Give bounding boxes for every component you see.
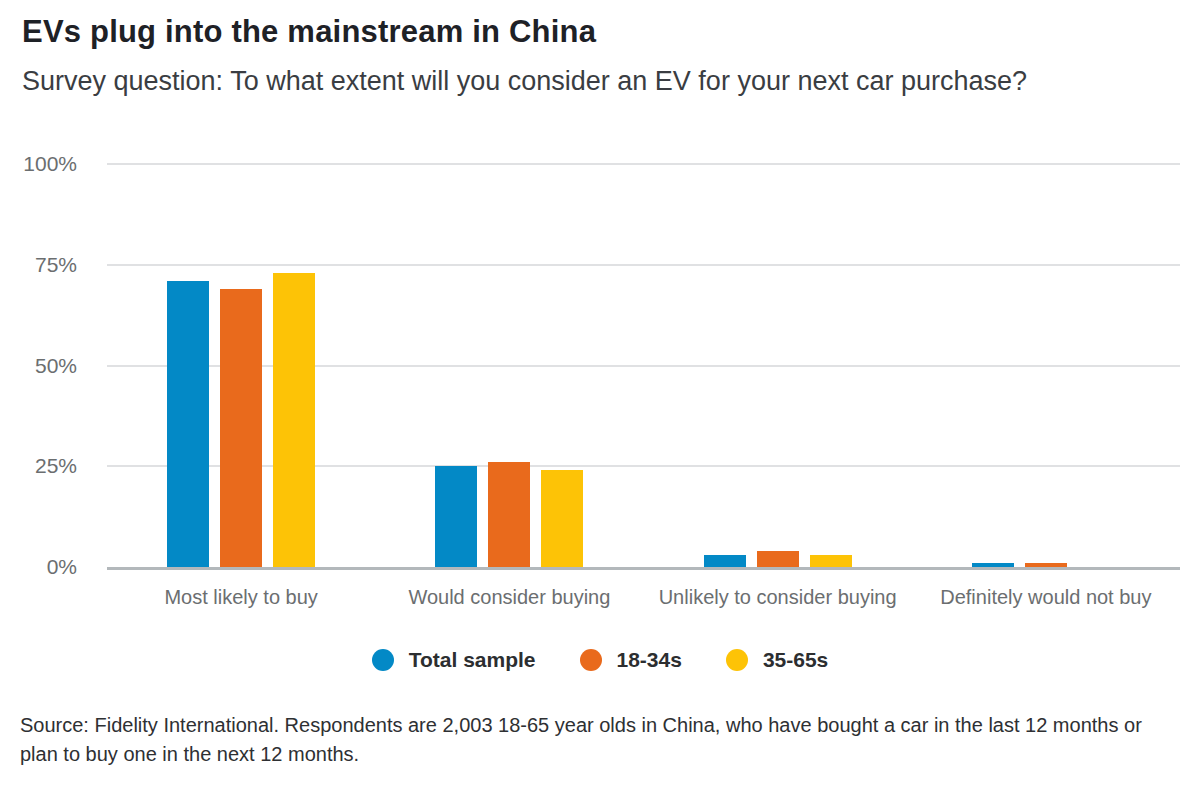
- bar-total-sample-unlikely-to-consider-buying: [704, 555, 746, 567]
- plot-area: [107, 164, 1180, 567]
- category-label-definitely-would-not-buy: Definitely would not buy: [912, 586, 1180, 609]
- bar-total-sample-would-consider-buying: [435, 466, 477, 567]
- bar-group-would-consider-buying: [375, 164, 643, 567]
- legend-item-35-65s: 35-65s: [726, 648, 828, 672]
- bar-18-34s-most-likely-to-buy: [220, 289, 262, 567]
- bar-35-65s-unlikely-to-consider-buying: [810, 555, 852, 567]
- bar-18-34s-unlikely-to-consider-buying: [757, 551, 799, 567]
- bar-18-34s-definitely-would-not-buy: [1025, 563, 1067, 567]
- bar-35-65s-would-consider-buying: [541, 470, 583, 567]
- y-tick-label-50: 50%: [0, 353, 77, 379]
- bar-group-definitely-would-not-buy: [912, 164, 1180, 567]
- page-title: EVs plug into the mainstream in China: [22, 14, 596, 50]
- bar-group-most-likely-to-buy: [107, 164, 375, 567]
- y-tick-label-100: 100%: [0, 151, 77, 177]
- source-note: Source: Fidelity International. Responde…: [20, 711, 1155, 769]
- bar-18-34s-would-consider-buying: [488, 462, 530, 567]
- page-subtitle: Survey question: To what extent will you…: [22, 63, 1107, 99]
- chart-page: EVs plug into the mainstream in China Su…: [0, 0, 1200, 800]
- legend-dot-icon-18-34s: [580, 649, 602, 671]
- y-tick-label-75: 75%: [0, 252, 77, 278]
- legend-item-18-34s: 18-34s: [580, 648, 682, 672]
- bar-total-sample-most-likely-to-buy: [167, 281, 209, 567]
- legend: Total sample 18-34s 35-65s: [0, 644, 1200, 676]
- legend-item-total-sample: Total sample: [372, 648, 536, 672]
- category-label-would-consider-buying: Would consider buying: [375, 586, 643, 609]
- bar-total-sample-definitely-would-not-buy: [972, 563, 1014, 567]
- bar-35-65s-most-likely-to-buy: [273, 273, 315, 567]
- category-label-unlikely-to-consider-buying: Unlikely to consider buying: [644, 586, 912, 609]
- legend-dot-icon-35-65s: [726, 649, 748, 671]
- bar-group-unlikely-to-consider-buying: [644, 164, 912, 567]
- legend-label-18-34s: 18-34s: [617, 648, 682, 672]
- y-tick-label-0: 0%: [0, 554, 77, 580]
- legend-label-35-65s: 35-65s: [763, 648, 828, 672]
- y-tick-label-25: 25%: [0, 453, 77, 479]
- legend-label-total-sample: Total sample: [409, 648, 536, 672]
- legend-dot-icon-total-sample: [372, 649, 394, 671]
- category-label-most-likely-to-buy: Most likely to buy: [107, 586, 375, 609]
- x-axis-line: [107, 567, 1180, 570]
